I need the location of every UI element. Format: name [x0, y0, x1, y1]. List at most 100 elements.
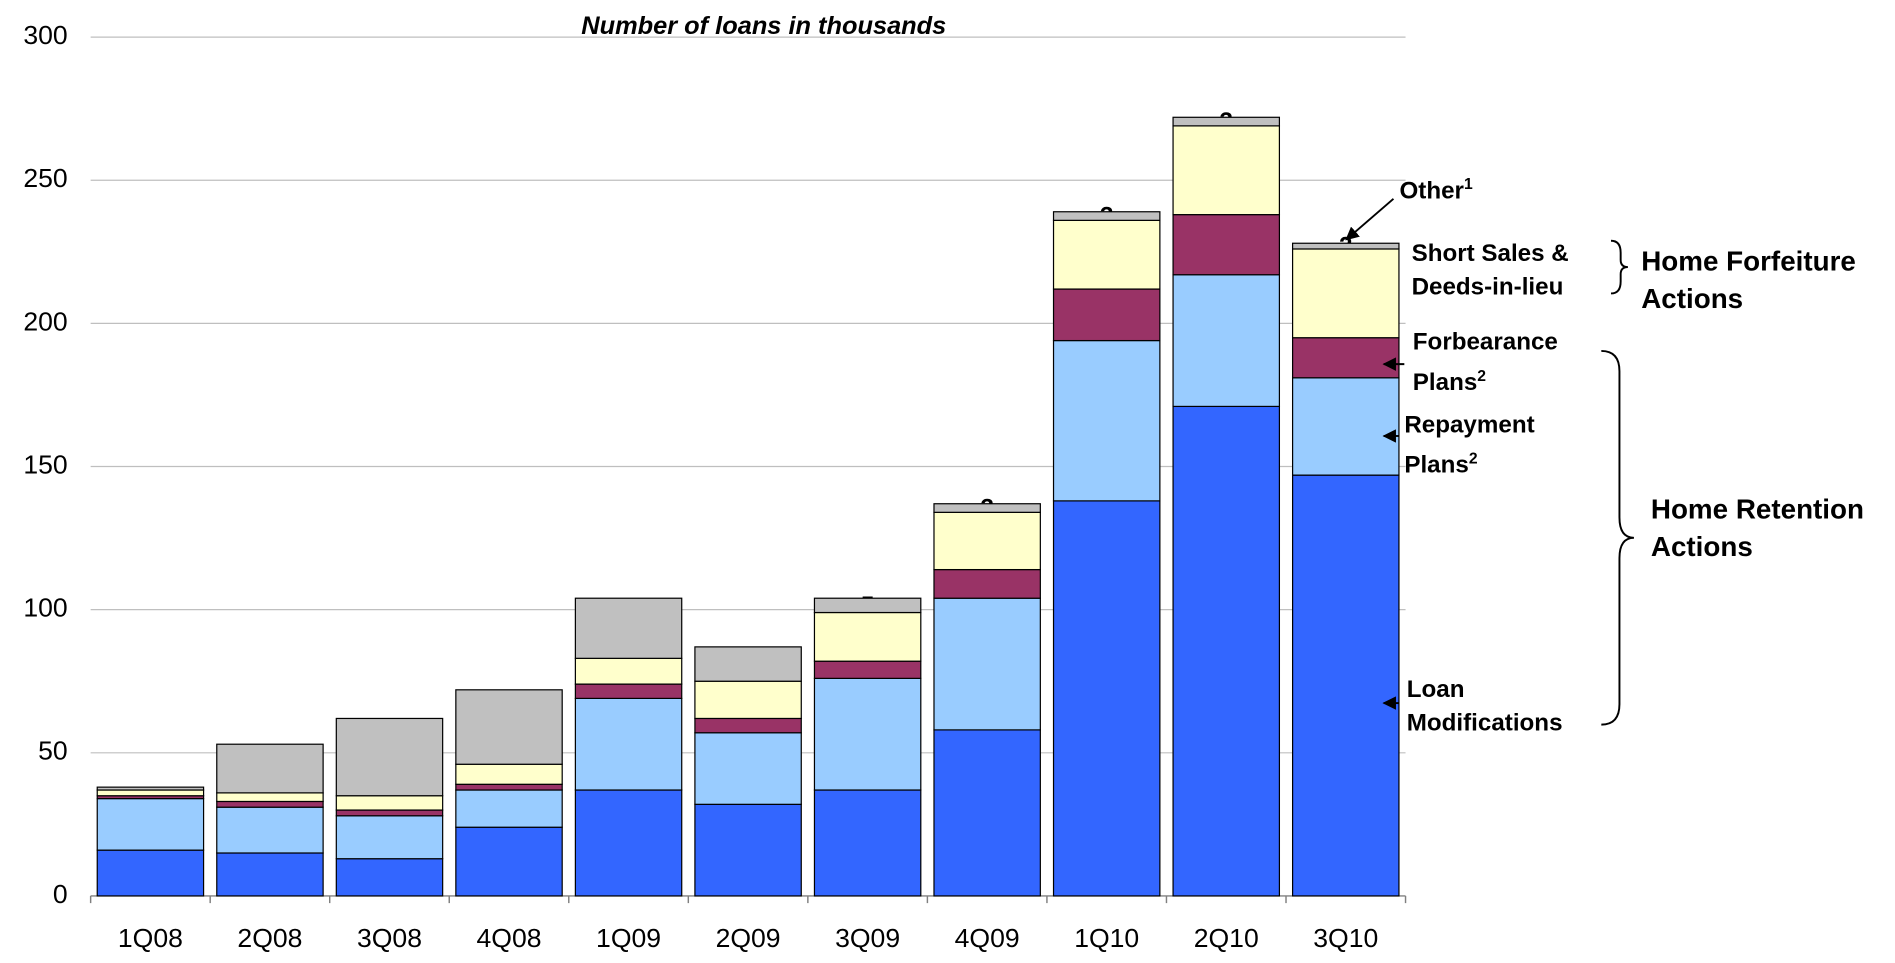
bar-segment [1052, 219, 1161, 290]
y-tick-label: 50 [38, 736, 68, 766]
y-tick-label: 200 [23, 306, 67, 336]
series-name: Repayment Plans [1404, 412, 1535, 479]
y-tick-label: 300 [23, 20, 67, 50]
bar-segment [455, 763, 563, 785]
bar-segment [1172, 116, 1281, 127]
bar-segment [1172, 274, 1281, 408]
bar-segment [1052, 288, 1161, 342]
bar-segment [933, 511, 1041, 571]
x-tick-label: 1Q10 [1074, 923, 1139, 953]
bar-segment [813, 611, 922, 662]
x-tick-label: 3Q10 [1313, 923, 1378, 953]
bar-segment [455, 826, 563, 897]
bar-segment [574, 657, 683, 685]
bar-segment [694, 680, 802, 720]
bar-segment [1052, 500, 1161, 897]
series-name: Other [1399, 178, 1464, 205]
bar-segment [1291, 474, 1400, 897]
bar-segment [216, 800, 324, 808]
bar-segment [455, 689, 563, 765]
bar-segment [813, 660, 922, 679]
bar-segment [1052, 339, 1161, 502]
bar-segment [216, 806, 324, 854]
series-name: Loan Modifications [1406, 676, 1563, 737]
bar-segment [1291, 242, 1400, 250]
bar-segment [574, 683, 683, 700]
legend-entry: Loan Modifications [1407, 673, 1588, 740]
legend-entry: Short Sales & Deeds-in-lieu [1412, 237, 1593, 304]
y-tick-label: 0 [53, 879, 68, 909]
bar-segment [933, 568, 1041, 599]
bar-segment [694, 646, 802, 682]
bar-segment [1172, 214, 1281, 276]
bar-segment [1172, 405, 1281, 897]
x-tick-label: 4Q08 [477, 923, 542, 953]
bar-segment [694, 717, 802, 734]
arrow [1345, 198, 1395, 241]
bar-segment [96, 786, 205, 791]
legend-entry: Other1 [1399, 168, 1544, 208]
bar-segment [1291, 248, 1400, 339]
bar-segment [1291, 377, 1400, 476]
bar-segment [335, 809, 444, 817]
bar-segment [96, 849, 205, 897]
series-name: Short Sales & Deeds-in-lieu [1411, 240, 1569, 301]
bar-segment [574, 697, 683, 791]
legend-entry: Forbearance Plans2 [1413, 326, 1594, 400]
series-name: Forbearance Plans [1412, 329, 1558, 397]
x-tick-label: 3Q08 [357, 923, 422, 953]
x-tick-label: 2Q08 [237, 923, 302, 953]
bar-segment [574, 789, 683, 897]
bar-segment [1172, 125, 1281, 216]
x-tick-label: 2Q10 [1194, 923, 1259, 953]
y-tick-label: 250 [23, 163, 67, 193]
group-annotation: Home Retention Actions [1650, 493, 1864, 562]
bar-segment [1291, 337, 1400, 379]
x-tick-label: 1Q08 [118, 923, 183, 953]
bar-segment [96, 797, 205, 851]
bar-segment [694, 732, 802, 805]
bar-segment [813, 677, 922, 791]
x-tick-label: 3Q09 [835, 923, 900, 953]
bar-segment [455, 783, 563, 791]
bar-segment [574, 597, 683, 659]
brace [1601, 349, 1635, 726]
annotation-arrows [1345, 198, 1635, 726]
brace [1610, 239, 1628, 295]
footnote-mark: 1 [1463, 174, 1473, 193]
x-tick-label: 1Q09 [596, 923, 661, 953]
bar-segment [216, 743, 324, 794]
bar-segment [813, 597, 922, 614]
legend-label: Forbearance Plans2 [1413, 326, 1594, 400]
bar-segment [335, 795, 444, 811]
bar-segment [96, 789, 205, 797]
bar-segment [694, 803, 802, 897]
chart-title: Number of loans in thousands [581, 12, 946, 40]
bar-segment [216, 852, 324, 897]
group-annotation: Home Forfeiture Actions [1641, 245, 1856, 314]
y-tick-label: 100 [23, 593, 67, 623]
bar-segment [455, 789, 563, 828]
bar-segment [335, 858, 444, 897]
legend-entry: Repayment Plans2 [1404, 408, 1585, 482]
legend-label: Short Sales & Deeds-in-lieu [1412, 237, 1593, 304]
footnote-mark: 2 [1477, 366, 1487, 385]
footnote-mark: 2 [1468, 449, 1478, 468]
y-tick-label: 150 [23, 450, 67, 480]
x-tick-label: 2Q09 [716, 923, 781, 953]
bar-segment [933, 503, 1041, 513]
legend-label: Loan Modifications [1407, 673, 1588, 740]
x-tick-label: 4Q09 [955, 923, 1020, 953]
annotation-text: Home Forfeiture Actions [1641, 245, 1856, 314]
bar-segment [1052, 211, 1161, 221]
legend-label: Other1 [1399, 168, 1544, 208]
annotation-text: Home Retention Actions [1650, 493, 1864, 562]
bar-segment [933, 729, 1041, 897]
bar-segment [335, 815, 444, 860]
legend-label: Repayment Plans2 [1404, 408, 1585, 482]
bar-segment [216, 792, 324, 803]
bar-segment [335, 717, 444, 797]
bar-segment [813, 789, 922, 897]
